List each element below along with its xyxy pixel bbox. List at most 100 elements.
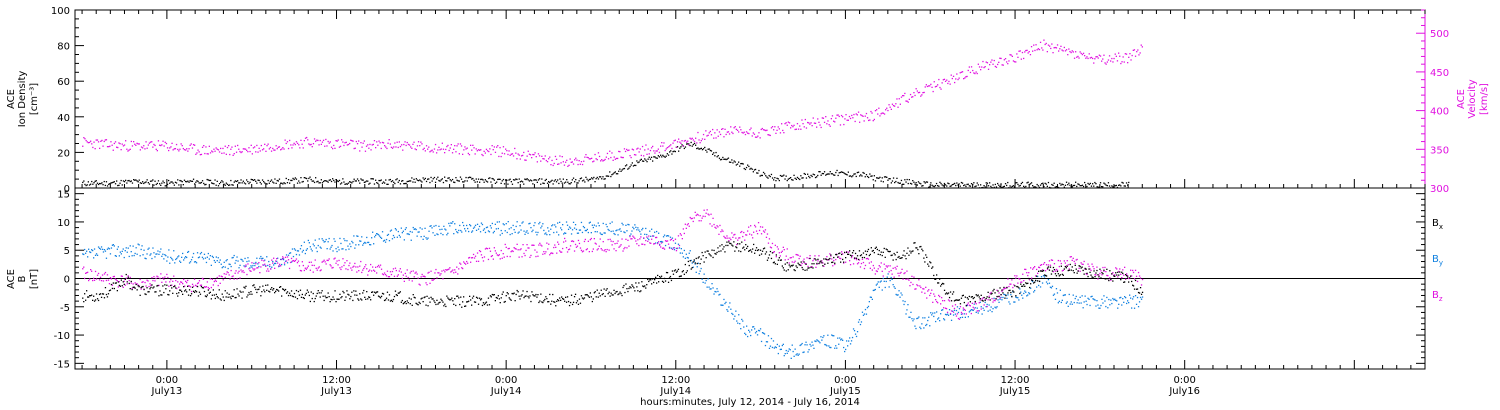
bz-series-point [980, 308, 982, 310]
bx-series-point [468, 300, 470, 302]
bx-series-point [829, 257, 831, 260]
bx-series-point [548, 301, 550, 303]
bx-series-point [715, 253, 717, 255]
bx-series-point [787, 269, 789, 271]
bz-series-point [228, 274, 230, 276]
density-series-point [636, 160, 638, 162]
velocity-series-point [1039, 41, 1042, 43]
velocity-series-point [680, 142, 682, 144]
bz-series-point [869, 267, 871, 269]
velocity-series-point [816, 126, 818, 128]
bz-series-point [953, 307, 956, 310]
velocity-series-point [342, 141, 344, 143]
bx-series-point [499, 302, 501, 304]
bz-series-point [617, 240, 619, 242]
density-series-point [587, 180, 589, 182]
density-series-point [303, 177, 305, 179]
bx-series-point [274, 292, 276, 294]
density-series-point [1082, 185, 1085, 188]
bx-series-point [761, 250, 764, 252]
bz-series-point [923, 288, 925, 290]
bx-series-point [294, 296, 297, 298]
density-series-point [321, 182, 324, 184]
bx-series-point [344, 299, 346, 301]
by-series-point [635, 226, 637, 228]
velocity-series-point [489, 148, 491, 150]
by-series-point [536, 234, 538, 236]
bz-series-point [185, 280, 187, 282]
density-series-point [847, 171, 849, 173]
bz-series-point [659, 244, 661, 246]
bz-series-point [556, 252, 558, 254]
bz-series-point [1102, 266, 1104, 269]
bz-series-point [463, 261, 465, 263]
velocity-series-point [683, 140, 685, 142]
bx-series-point [539, 300, 541, 302]
density-series-point [725, 158, 727, 161]
density-series-point [740, 163, 742, 165]
velocity-series-point [103, 140, 105, 143]
bz-series-point [332, 266, 334, 269]
by-series-point [440, 232, 442, 235]
density-series-point [166, 183, 169, 185]
bx-series-point [660, 275, 663, 277]
bz-series-point [763, 231, 766, 233]
velocity-series-point [822, 117, 825, 119]
by-series-point [391, 238, 394, 240]
density-series-point [244, 183, 247, 185]
by-series-point [402, 230, 404, 232]
bx-series-point [681, 271, 683, 273]
bx-series-point [896, 251, 898, 253]
bz-series-point [784, 259, 786, 261]
bx-series-point [649, 279, 651, 281]
by-series-point [684, 257, 686, 259]
velocity-series-point [355, 140, 357, 143]
density-series-point [1054, 186, 1056, 188]
by-series-point [978, 310, 980, 312]
bx-series-point [151, 284, 153, 286]
bz-series-point [761, 226, 764, 228]
density-series-point [805, 177, 808, 179]
density-series-point [362, 179, 364, 181]
velocity-series-point [310, 143, 312, 146]
density-series-point [934, 185, 937, 187]
bx-series-point [842, 258, 844, 261]
bz-series-point [611, 244, 613, 246]
bx-series-point [540, 293, 542, 295]
bz-series-point [467, 262, 469, 264]
bz-series-point [516, 243, 518, 245]
by-series-point [335, 248, 337, 250]
velocity-series-point [781, 123, 783, 125]
density-series-point [802, 177, 804, 179]
bx-series-point [776, 263, 778, 265]
by-series-point [742, 320, 744, 322]
by-series-point [156, 253, 158, 255]
bz-series-point [702, 215, 704, 217]
density-series-point [1075, 181, 1077, 183]
bz-series-point [854, 257, 857, 259]
velocity-series-point [700, 140, 702, 142]
velocity-series-point [562, 161, 564, 163]
bx-series-point [296, 298, 299, 300]
velocity-series-point [1032, 50, 1034, 52]
bx-series-point [748, 250, 750, 252]
density-series-point [428, 178, 430, 180]
velocity-series-point [894, 105, 896, 107]
bx-series-point [581, 297, 584, 299]
velocity-series-point [326, 145, 328, 147]
density-series-point [300, 177, 302, 179]
bx-series-point [553, 301, 555, 303]
by-series-point [653, 235, 655, 237]
bz-series-point [131, 287, 133, 290]
velocity-series-point [600, 160, 602, 162]
bz-series-point [100, 280, 103, 282]
density-series-point [125, 179, 127, 181]
bx-series-point [849, 254, 852, 256]
by-series-point [399, 236, 401, 238]
bx-series-point [884, 256, 886, 258]
by-series-point [1006, 297, 1008, 299]
bx-series-point [586, 294, 588, 296]
by-series-point [944, 313, 947, 316]
velocity-series-point [575, 157, 577, 159]
velocity-series-point [791, 124, 793, 127]
